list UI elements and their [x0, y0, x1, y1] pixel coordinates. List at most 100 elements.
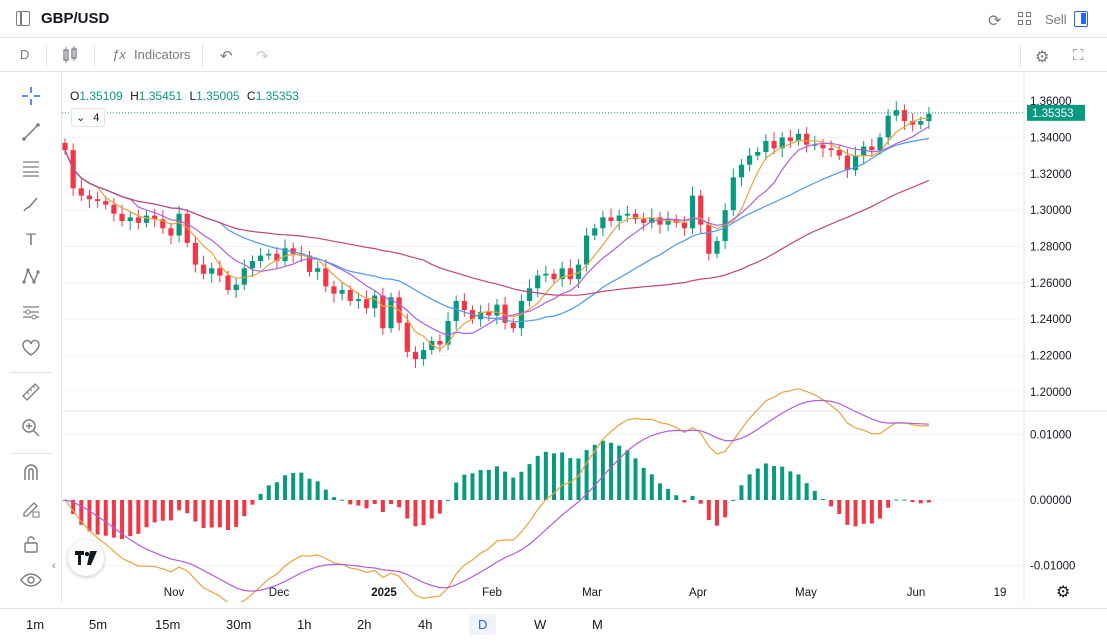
macd-histogram-bar	[201, 500, 206, 528]
candle-body	[266, 253, 272, 256]
candle-body	[551, 273, 557, 280]
macd-histogram-bar	[266, 485, 271, 500]
timeframe-1m[interactable]: 1m	[26, 617, 45, 632]
forecast-icon[interactable]	[18, 299, 44, 325]
price-chart[interactable]: 1.360001.340001.320001.300001.280001.260…	[62, 72, 1107, 606]
macd-histogram-bar	[152, 500, 157, 523]
indicator-count: 4	[93, 112, 100, 124]
timeframe-1h[interactable]: 1h	[297, 617, 312, 632]
time-axis-label: Jun	[907, 587, 926, 599]
lock-icon[interactable]	[18, 531, 44, 557]
trade-panel-toggle-icon[interactable]	[1074, 11, 1088, 27]
magnet-icon[interactable]	[18, 459, 44, 485]
chart-area[interactable]: 1.36000 1.34000 1.32000 1.30000 1.28000 1.260…	[62, 72, 1107, 606]
candle-body	[176, 213, 182, 236]
macd-histogram-bar	[421, 500, 426, 526]
refresh-icon[interactable]: ⟳	[988, 13, 1002, 30]
macd-histogram-bar	[568, 458, 573, 500]
time-axis-label: Apr	[689, 587, 707, 599]
macd-histogram-bar	[584, 450, 589, 500]
candle-body	[747, 155, 753, 165]
timeframe-d[interactable]: D	[469, 614, 497, 635]
macd-histogram-bar	[250, 500, 255, 505]
pattern-icon[interactable]	[18, 263, 44, 289]
candle-body	[926, 113, 932, 122]
candle-body	[388, 297, 394, 329]
macd-histogram-bar	[494, 466, 499, 500]
chevron-left-icon[interactable]: ‹	[52, 560, 56, 572]
trendline-icon[interactable]	[18, 119, 44, 145]
undo-icon[interactable]: ↶	[220, 48, 233, 65]
candle-body	[119, 213, 125, 222]
candle-body	[86, 195, 93, 200]
heart-icon[interactable]	[18, 335, 44, 361]
candle-body	[363, 299, 370, 309]
ruler-icon[interactable]	[18, 379, 44, 405]
eye-icon[interactable]	[18, 567, 44, 593]
divider	[46, 45, 47, 67]
price-tick-label: 1.20000	[1030, 387, 1072, 399]
sell-label[interactable]: Sell	[1045, 12, 1067, 27]
timeframe-15m[interactable]: 15m	[155, 617, 181, 632]
macd-histogram-bar	[552, 453, 556, 500]
interval-button[interactable]: D	[20, 47, 30, 62]
indicators-collapse-button[interactable]: ⌄ 4	[71, 108, 105, 127]
symbol-panel-icon[interactable]	[16, 11, 30, 26]
lock-draw-icon[interactable]	[18, 495, 44, 521]
candle-body	[168, 228, 174, 236]
candle-body	[795, 133, 802, 142]
brush-icon[interactable]	[18, 191, 44, 217]
candle-body	[543, 273, 549, 276]
macd-histogram-bar	[364, 500, 369, 509]
macd-histogram-bar	[79, 500, 84, 525]
macd-histogram-bar	[478, 470, 483, 500]
candle-body	[135, 217, 141, 223]
tradingview-logo[interactable]	[68, 540, 104, 576]
timeframe-w[interactable]: W	[534, 617, 547, 632]
candle-body	[249, 260, 256, 269]
candle-body	[755, 151, 761, 156]
candle-body	[608, 217, 614, 222]
redo-icon[interactable]: ↷	[256, 48, 269, 65]
price-tick-label: 1.24000	[1030, 314, 1072, 326]
candle-body	[494, 304, 500, 316]
candle-body	[372, 295, 378, 309]
timeframe-4h[interactable]: 4h	[418, 617, 433, 632]
candle-body	[738, 164, 745, 178]
macd-histogram-bar	[682, 500, 687, 503]
macd-histogram-bar	[87, 500, 92, 532]
candle-body	[632, 213, 639, 220]
chart-settings-gear-icon[interactable]: ⚙	[1056, 584, 1071, 601]
macd-histogram-bar	[600, 440, 605, 500]
macd-histogram-bar	[886, 500, 891, 508]
macd-histogram-bar	[918, 500, 923, 504]
macd-histogram-bar	[389, 500, 393, 505]
zoom-in-icon[interactable]	[18, 415, 44, 441]
macd-histogram-bar	[454, 482, 459, 500]
settings-icon[interactable]: ⚙	[1035, 49, 1050, 66]
crosshair-icon[interactable]	[18, 83, 44, 109]
macd-histogram-bar	[649, 474, 654, 500]
text-icon[interactable]: T	[25, 230, 37, 249]
time-axis-label: May	[795, 587, 817, 599]
fullscreen-icon[interactable]: ⛶	[1073, 47, 1084, 64]
fib-icon[interactable]	[18, 155, 44, 181]
timeframe-m[interactable]: M	[592, 617, 603, 632]
candle-body	[282, 248, 288, 261]
timeframe-30m[interactable]: 30m	[226, 617, 252, 632]
macd-histogram-bar	[747, 474, 752, 500]
indicators-button[interactable]: Indicators	[134, 47, 191, 62]
symbol-title[interactable]: GBP/USD	[41, 10, 110, 27]
macd-histogram-bar	[543, 451, 548, 500]
fx-icon[interactable]: ƒx	[112, 47, 126, 62]
macd-histogram-bar	[397, 500, 402, 508]
layout-grid-icon[interactable]	[1018, 12, 1032, 26]
candle-body	[852, 155, 859, 171]
timeframe-2h[interactable]: 2h	[357, 617, 372, 632]
timeframe-bar: 1m 5m 15m 30m 1h 2h 4h D W M	[0, 608, 1107, 641]
timeframe-5m[interactable]: 5m	[89, 617, 108, 632]
price-tick-label: 1.26000	[1030, 278, 1072, 290]
candle-style-icon[interactable]	[62, 46, 78, 64]
macd-histogram-bar	[902, 499, 907, 501]
macd-histogram-bar	[193, 500, 198, 522]
